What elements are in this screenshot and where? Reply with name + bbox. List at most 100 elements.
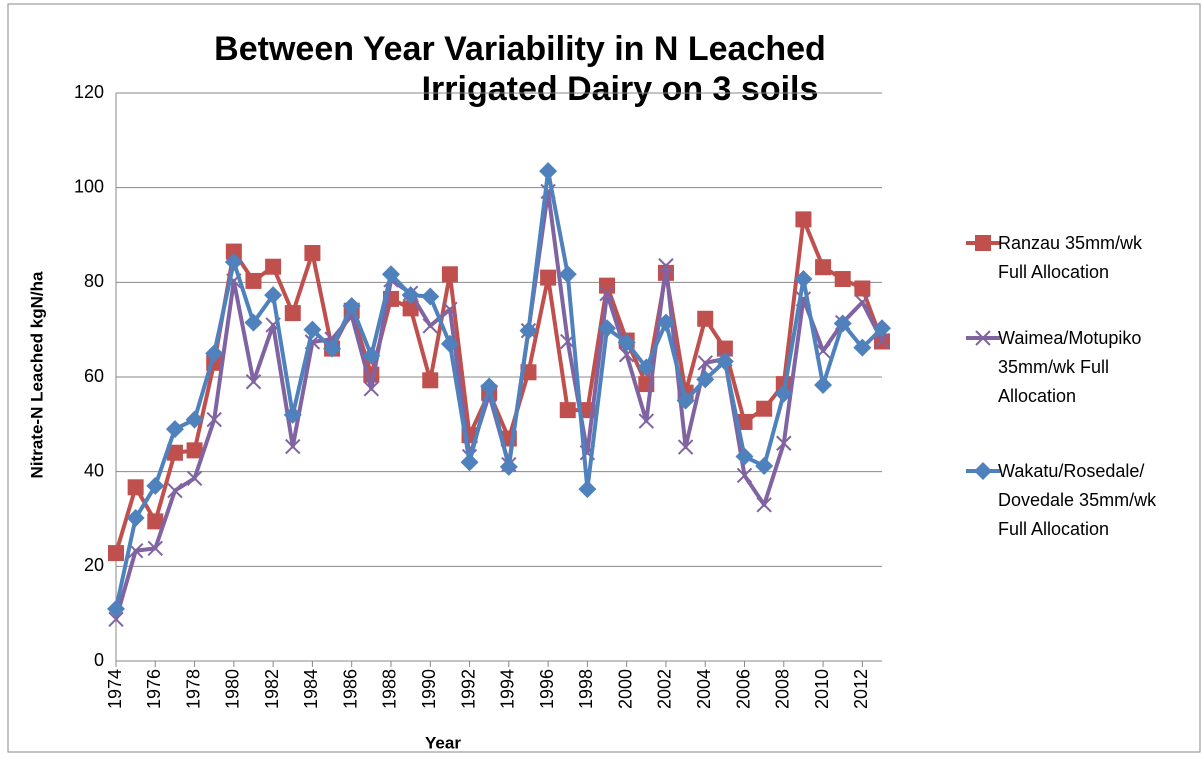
y-axis-title: Nitrate-N Leached kgN/ha	[27, 271, 46, 478]
x-tick-label: 1996	[537, 669, 557, 709]
marker	[540, 269, 557, 286]
marker	[205, 344, 224, 363]
marker	[599, 285, 615, 302]
marker	[342, 297, 361, 315]
y-tick-label: 100	[74, 176, 104, 196]
marker	[265, 258, 282, 275]
marker	[147, 513, 164, 530]
marker	[854, 294, 871, 310]
marker	[363, 381, 380, 397]
x-tick-label: 2002	[655, 669, 675, 709]
marker	[756, 400, 773, 417]
marker	[108, 611, 124, 628]
marker	[285, 438, 301, 455]
marker	[304, 244, 321, 261]
marker	[303, 320, 322, 339]
x-tick-label: 1980	[223, 669, 243, 709]
x-tick-label: 2012	[851, 669, 871, 709]
x-tick-label: 2000	[615, 669, 635, 709]
marker	[677, 439, 694, 455]
marker	[873, 319, 891, 338]
marker	[264, 286, 283, 305]
marker	[776, 435, 792, 451]
marker	[774, 384, 793, 403]
marker	[716, 340, 733, 357]
x-tick-label: 1992	[458, 669, 478, 709]
x-tick-label: 1994	[498, 669, 518, 709]
x-tick-label: 1988	[380, 669, 400, 709]
x-tick-label: 1984	[301, 669, 321, 709]
marker	[186, 470, 203, 487]
marker	[421, 287, 440, 306]
marker	[167, 482, 183, 499]
marker	[283, 405, 302, 424]
marker	[165, 420, 184, 439]
x-tick-label: 1978	[183, 669, 203, 709]
marker	[362, 346, 381, 365]
marker	[814, 376, 833, 395]
x-tick-label: 1990	[419, 669, 439, 709]
marker	[127, 479, 144, 496]
marker	[224, 252, 243, 271]
marker	[854, 280, 871, 297]
marker	[323, 339, 342, 358]
marker	[108, 545, 124, 562]
marker	[147, 540, 163, 557]
marker	[715, 352, 734, 371]
marker	[126, 509, 145, 528]
x-tick-label: 1974	[105, 669, 125, 709]
marker	[422, 318, 438, 334]
marker	[245, 374, 262, 390]
legend-label: Ranzau 35mm/wk Full Allocation	[998, 232, 1143, 282]
marker	[696, 370, 715, 389]
x-tick-label: 2010	[812, 669, 832, 709]
y-tick-label: 0	[94, 650, 104, 670]
marker	[401, 286, 420, 305]
marker	[755, 456, 774, 475]
marker	[637, 358, 656, 377]
marker	[186, 442, 203, 459]
x-tick-label: 2006	[733, 669, 753, 709]
marker	[422, 372, 439, 389]
marker	[245, 272, 262, 289]
marker	[599, 277, 616, 294]
marker	[146, 476, 165, 495]
marker	[440, 334, 459, 353]
marker	[638, 413, 655, 429]
x-axis-title: Year	[425, 733, 461, 752]
marker	[795, 211, 812, 228]
marker	[756, 497, 772, 513]
marker	[244, 313, 263, 332]
chart-title: Irrigated Dairy on 3 soils	[422, 70, 819, 108]
series	[108, 211, 890, 562]
marker	[834, 271, 851, 288]
marker	[442, 301, 458, 318]
marker	[874, 332, 890, 349]
marker	[656, 313, 675, 332]
legend-label: Waimea/Motupiko 35mm/wk Full Allocation	[998, 327, 1142, 406]
marker	[402, 300, 419, 317]
series	[107, 162, 891, 618]
legend-label: Wakatu/Rosedale/ Dovedale 35mm/wk Full A…	[998, 460, 1157, 539]
marker	[815, 259, 832, 276]
chart-title: Between Year Variability in N Leached	[214, 30, 826, 68]
marker	[658, 258, 674, 274]
marker	[107, 599, 125, 618]
marker	[735, 447, 754, 466]
marker	[185, 410, 204, 429]
marker	[736, 413, 753, 430]
marker	[519, 321, 538, 340]
y-tick-label: 20	[84, 555, 104, 575]
x-tick-label: 1976	[144, 669, 164, 709]
marker	[676, 391, 695, 410]
marker	[578, 480, 597, 499]
y-tick-label: 60	[84, 366, 104, 386]
marker	[284, 305, 301, 322]
y-tick-label: 40	[84, 460, 104, 480]
marker	[697, 355, 713, 371]
marker	[206, 411, 222, 428]
x-tick-label: 1982	[262, 669, 282, 709]
x-tick-label: 1986	[340, 669, 360, 709]
